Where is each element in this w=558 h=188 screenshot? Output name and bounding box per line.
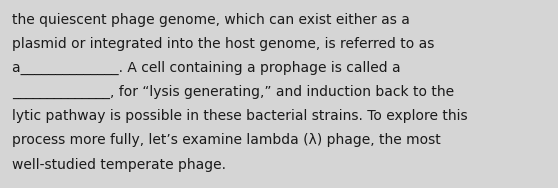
Text: plasmid or integrated into the host genome, is referred to as: plasmid or integrated into the host geno… — [12, 37, 435, 51]
Text: the quiescent phage genome, which can exist either as a: the quiescent phage genome, which can ex… — [12, 13, 410, 27]
Text: ______________, for “lysis generating,” and induction back to the: ______________, for “lysis generating,” … — [12, 85, 454, 99]
Text: lytic pathway is possible in these bacterial strains. To explore this: lytic pathway is possible in these bacte… — [12, 109, 468, 123]
Text: process more fully, let’s examine lambda (λ) phage, the most: process more fully, let’s examine lambda… — [12, 133, 441, 147]
Text: a______________. A cell containing a prophage is called a: a______________. A cell containing a pro… — [12, 61, 401, 75]
Text: well-studied temperate phage.: well-studied temperate phage. — [12, 158, 227, 171]
